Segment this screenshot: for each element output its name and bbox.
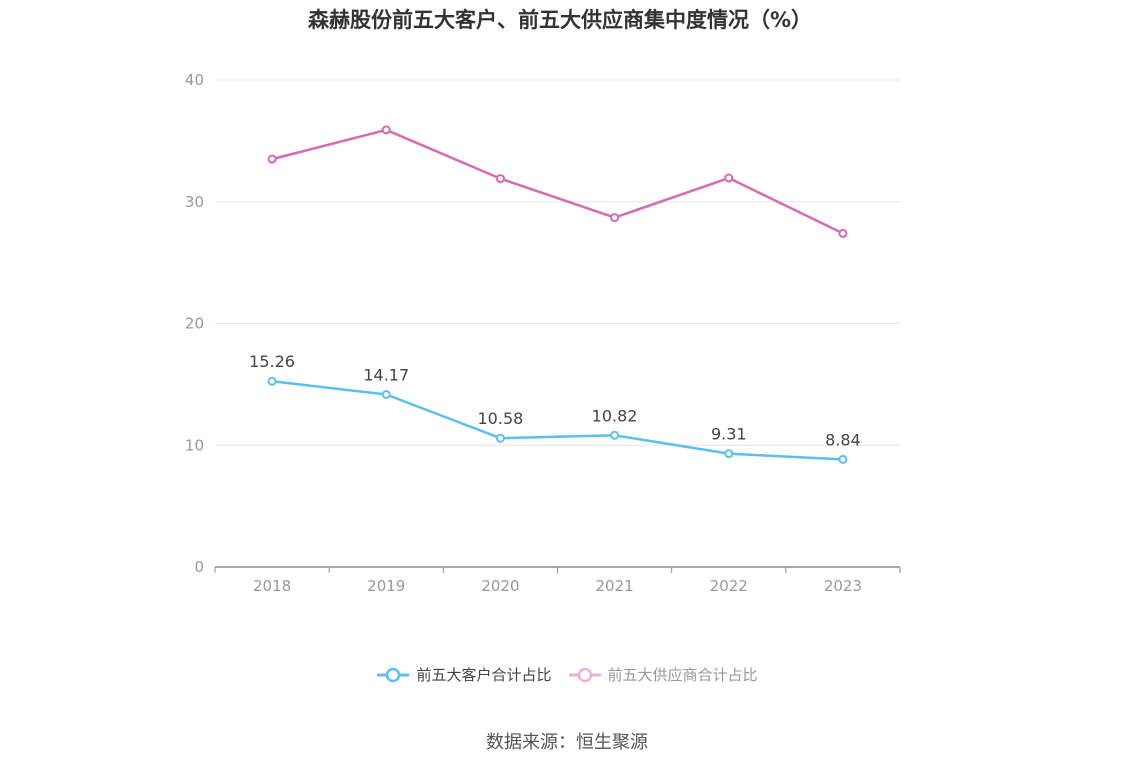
y-tick-label: 10 (185, 436, 204, 454)
data-point-customers (724, 449, 734, 459)
series-line-suppliers (271, 128, 844, 235)
axes: 0 10 20 30 40 2018 2019 2020 2021 2022 2023 (185, 71, 901, 595)
data-point-suppliers (381, 125, 391, 135)
series-line-customers (271, 379, 843, 461)
legend-suppliers-icon (568, 667, 601, 682)
data-point-suppliers (610, 213, 620, 223)
x-tick-label: 2019 (367, 577, 405, 595)
legend-item-customers[interactable]: 前五大客户合计占比 (376, 664, 552, 685)
y-tick-label: 0 (194, 558, 204, 576)
chart-title: 森赫股份前五大客户、前五大供应商集中度情况（%） (307, 8, 813, 32)
grid-lines (215, 79, 900, 446)
legend-suppliers-label: 前五大供应商合计占比 (607, 666, 758, 684)
data-point-customers (267, 376, 277, 386)
data-label: 8.84 (825, 430, 861, 449)
data-point-suppliers (838, 228, 848, 238)
y-tick-label: 20 (185, 315, 204, 333)
legend-item-suppliers[interactable]: 前五大供应商合计占比 (568, 664, 758, 685)
x-tick-label: 2021 (595, 577, 633, 595)
legend-customers-label: 前五大客户合计占比 (416, 666, 552, 684)
data-point-suppliers (495, 174, 505, 184)
y-tick-label: 40 (185, 71, 204, 89)
data-point-suppliers (267, 154, 277, 164)
x-tick-label: 2018 (253, 577, 291, 595)
data-label: 9.31 (711, 425, 747, 444)
data-point-customers (610, 430, 620, 440)
data-point-customers (838, 454, 848, 464)
legend: 前五大客户合计占比 前五大供应商合计占比 (0, 664, 1134, 685)
y-tick-label: 30 (185, 193, 204, 211)
data-label: 10.58 (478, 409, 524, 428)
data-source: 数据来源：恒生聚源 (486, 732, 648, 753)
x-tick-label: 2022 (710, 577, 748, 595)
x-tick-label: 2020 (481, 577, 519, 595)
series-layer: 15.26 14.17 10.58 10.82 9.31 8.84 (249, 125, 861, 464)
data-label: 10.82 (592, 406, 638, 425)
x-tick-label: 2023 (824, 577, 862, 595)
legend-customers-icon (377, 667, 410, 682)
data-label: 15.26 (249, 352, 295, 371)
data-point-customers (495, 433, 505, 443)
data-point-customers (381, 389, 391, 399)
data-point-suppliers (724, 173, 734, 183)
data-label: 14.17 (363, 365, 409, 384)
